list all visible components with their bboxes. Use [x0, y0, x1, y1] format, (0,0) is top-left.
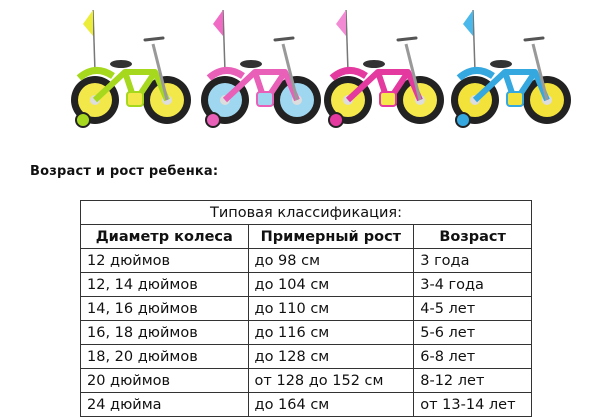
table-row: 12, 14 дюймов до 104 см 3-4 года	[80, 272, 532, 297]
table-row: 16, 18 дюймов до 116 см 5-6 лет	[80, 320, 532, 345]
header-height: Примерный рост	[247, 224, 415, 249]
pink-bike	[195, 2, 337, 134]
cell-age: 6-8 лет	[413, 344, 532, 369]
bicycle-icon	[451, 9, 571, 128]
cell-wheel-diameter: 12, 14 дюймов	[80, 272, 249, 297]
cell-age: 4-5 лет	[413, 296, 532, 321]
table-row: 24 дюйма до 164 см от 13-14 лет	[80, 392, 532, 417]
cell-age: 3 года	[413, 248, 532, 273]
header-age: Возраст	[413, 224, 532, 249]
table-caption-row: Типовая классификация:	[80, 200, 532, 225]
bicycle-icon	[324, 9, 444, 128]
bicycle-icon	[71, 9, 191, 128]
table-row: 12 дюймов до 98 см 3 года	[80, 248, 532, 273]
cell-height: до 128 см	[247, 344, 415, 369]
cell-age: 5-6 лет	[413, 320, 532, 345]
table-row: 14, 16 дюймов до 110 см 4-5 лет	[80, 296, 532, 321]
cell-height: до 98 см	[247, 248, 415, 273]
cell-age: 3-4 года	[413, 272, 532, 297]
table-caption: Типовая классификация:	[80, 200, 532, 225]
cell-wheel-diameter: 12 дюймов	[80, 248, 249, 273]
header-wheel-diameter: Диаметр колеса	[80, 224, 249, 249]
cell-height: до 104 см	[247, 272, 415, 297]
bike-photos	[0, 0, 604, 140]
size-table: Типовая классификация: Диаметр колеса Пр…	[80, 200, 532, 417]
cell-wheel-diameter: 20 дюймов	[80, 368, 249, 393]
bicycle-icon	[201, 9, 321, 128]
cell-height: от 128 до 152 см	[247, 368, 415, 393]
cell-wheel-diameter: 18, 20 дюймов	[80, 344, 249, 369]
cell-wheel-diameter: 24 дюйма	[80, 392, 249, 417]
section-heading: Возраст и рост ребенка:	[30, 164, 219, 179]
table-row: 18, 20 дюймов до 128 см 6-8 лет	[80, 344, 532, 369]
cell-wheel-diameter: 16, 18 дюймов	[80, 320, 249, 345]
cell-height: до 110 см	[247, 296, 415, 321]
cell-height: до 164 см	[247, 392, 415, 417]
cell-age: от 13-14 лет	[413, 392, 532, 417]
cell-height: до 116 см	[247, 320, 415, 345]
green-bike	[65, 2, 207, 134]
blue-bike	[445, 2, 587, 134]
magenta-bike	[318, 2, 460, 134]
table-row: 20 дюймов от 128 до 152 см 8-12 лет	[80, 368, 532, 393]
cell-wheel-diameter: 14, 16 дюймов	[80, 296, 249, 321]
table-header-row: Диаметр колеса Примерный рост Возраст	[80, 224, 532, 249]
cell-age: 8-12 лет	[413, 368, 532, 393]
